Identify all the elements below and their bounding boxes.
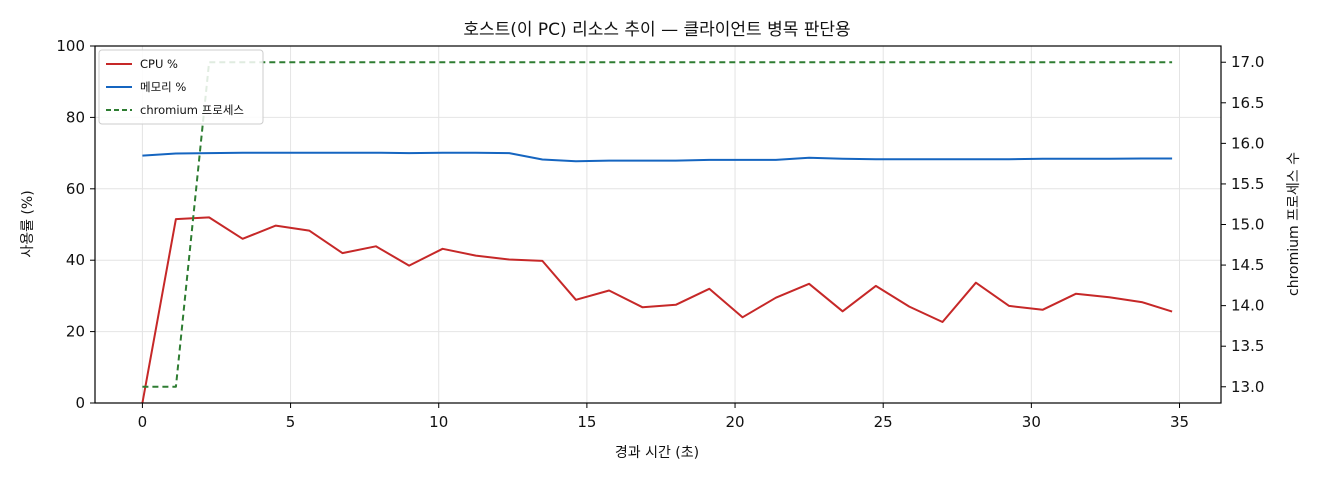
y2-tick-label: 15.0 [1231,216,1264,234]
y-axis-left: 0 20 40 60 80 100 [56,37,95,412]
x-tick-label: 15 [577,413,596,431]
legend-label: chromium 프로세스 [140,103,244,117]
y2-tick-label: 16.0 [1231,134,1264,152]
y-tick-label: 0 [75,394,85,412]
series-layer [141,61,1173,404]
y-axis-label: 사용률 (%) [20,190,36,257]
y2-tick-label: 13.5 [1231,337,1264,355]
x-tick-label: 25 [874,413,893,431]
y2-tick-label: 16.5 [1231,94,1264,112]
legend-label: CPU % [140,57,178,71]
series-line-2 [142,61,1173,388]
legend: CPU % 메모리 % chromium 프로세스 [98,49,264,125]
legend-box [98,49,264,125]
x-axis: 0 5 10 15 20 25 30 35 [138,403,1189,431]
y-axis-right: 13.0 13.5 14.0 14.5 15.0 15.5 16.0 16.5 17.0 [1221,53,1264,396]
x-tick-label: 20 [725,413,744,431]
y2-axis-label: chromium 프로세스 수 [1286,152,1302,296]
y2-tick-label: 14.5 [1231,256,1264,274]
y2-tick-label: 17.0 [1231,53,1264,71]
y-tick-label: 80 [66,108,85,126]
y2-tick-label: 13.0 [1231,378,1264,396]
x-tick-label: 0 [138,413,148,431]
plot-frame [94,45,1222,404]
x-tick-label: 35 [1170,413,1189,431]
y2-tick-label: 15.5 [1231,175,1264,193]
x-tick-label: 30 [1022,413,1041,431]
y-tick-label: 100 [56,37,85,55]
grid [95,45,1221,404]
x-axis-label: 경과 시간 (초) [615,445,699,461]
legend-label: 메모리 % [140,80,186,94]
x-tick-label: 5 [286,413,296,431]
x-tick-label: 10 [429,413,448,431]
y-tick-label: 60 [66,180,85,198]
series-line-0 [141,216,1173,404]
chart-title: 호스트(이 PC) 리소스 추이 — 클라이언트 병목 판단용 [463,20,850,40]
y-tick-label: 20 [66,323,85,341]
series-line-1 [142,151,1173,163]
y-tick-label: 40 [66,251,85,269]
y2-tick-label: 14.0 [1231,297,1264,315]
